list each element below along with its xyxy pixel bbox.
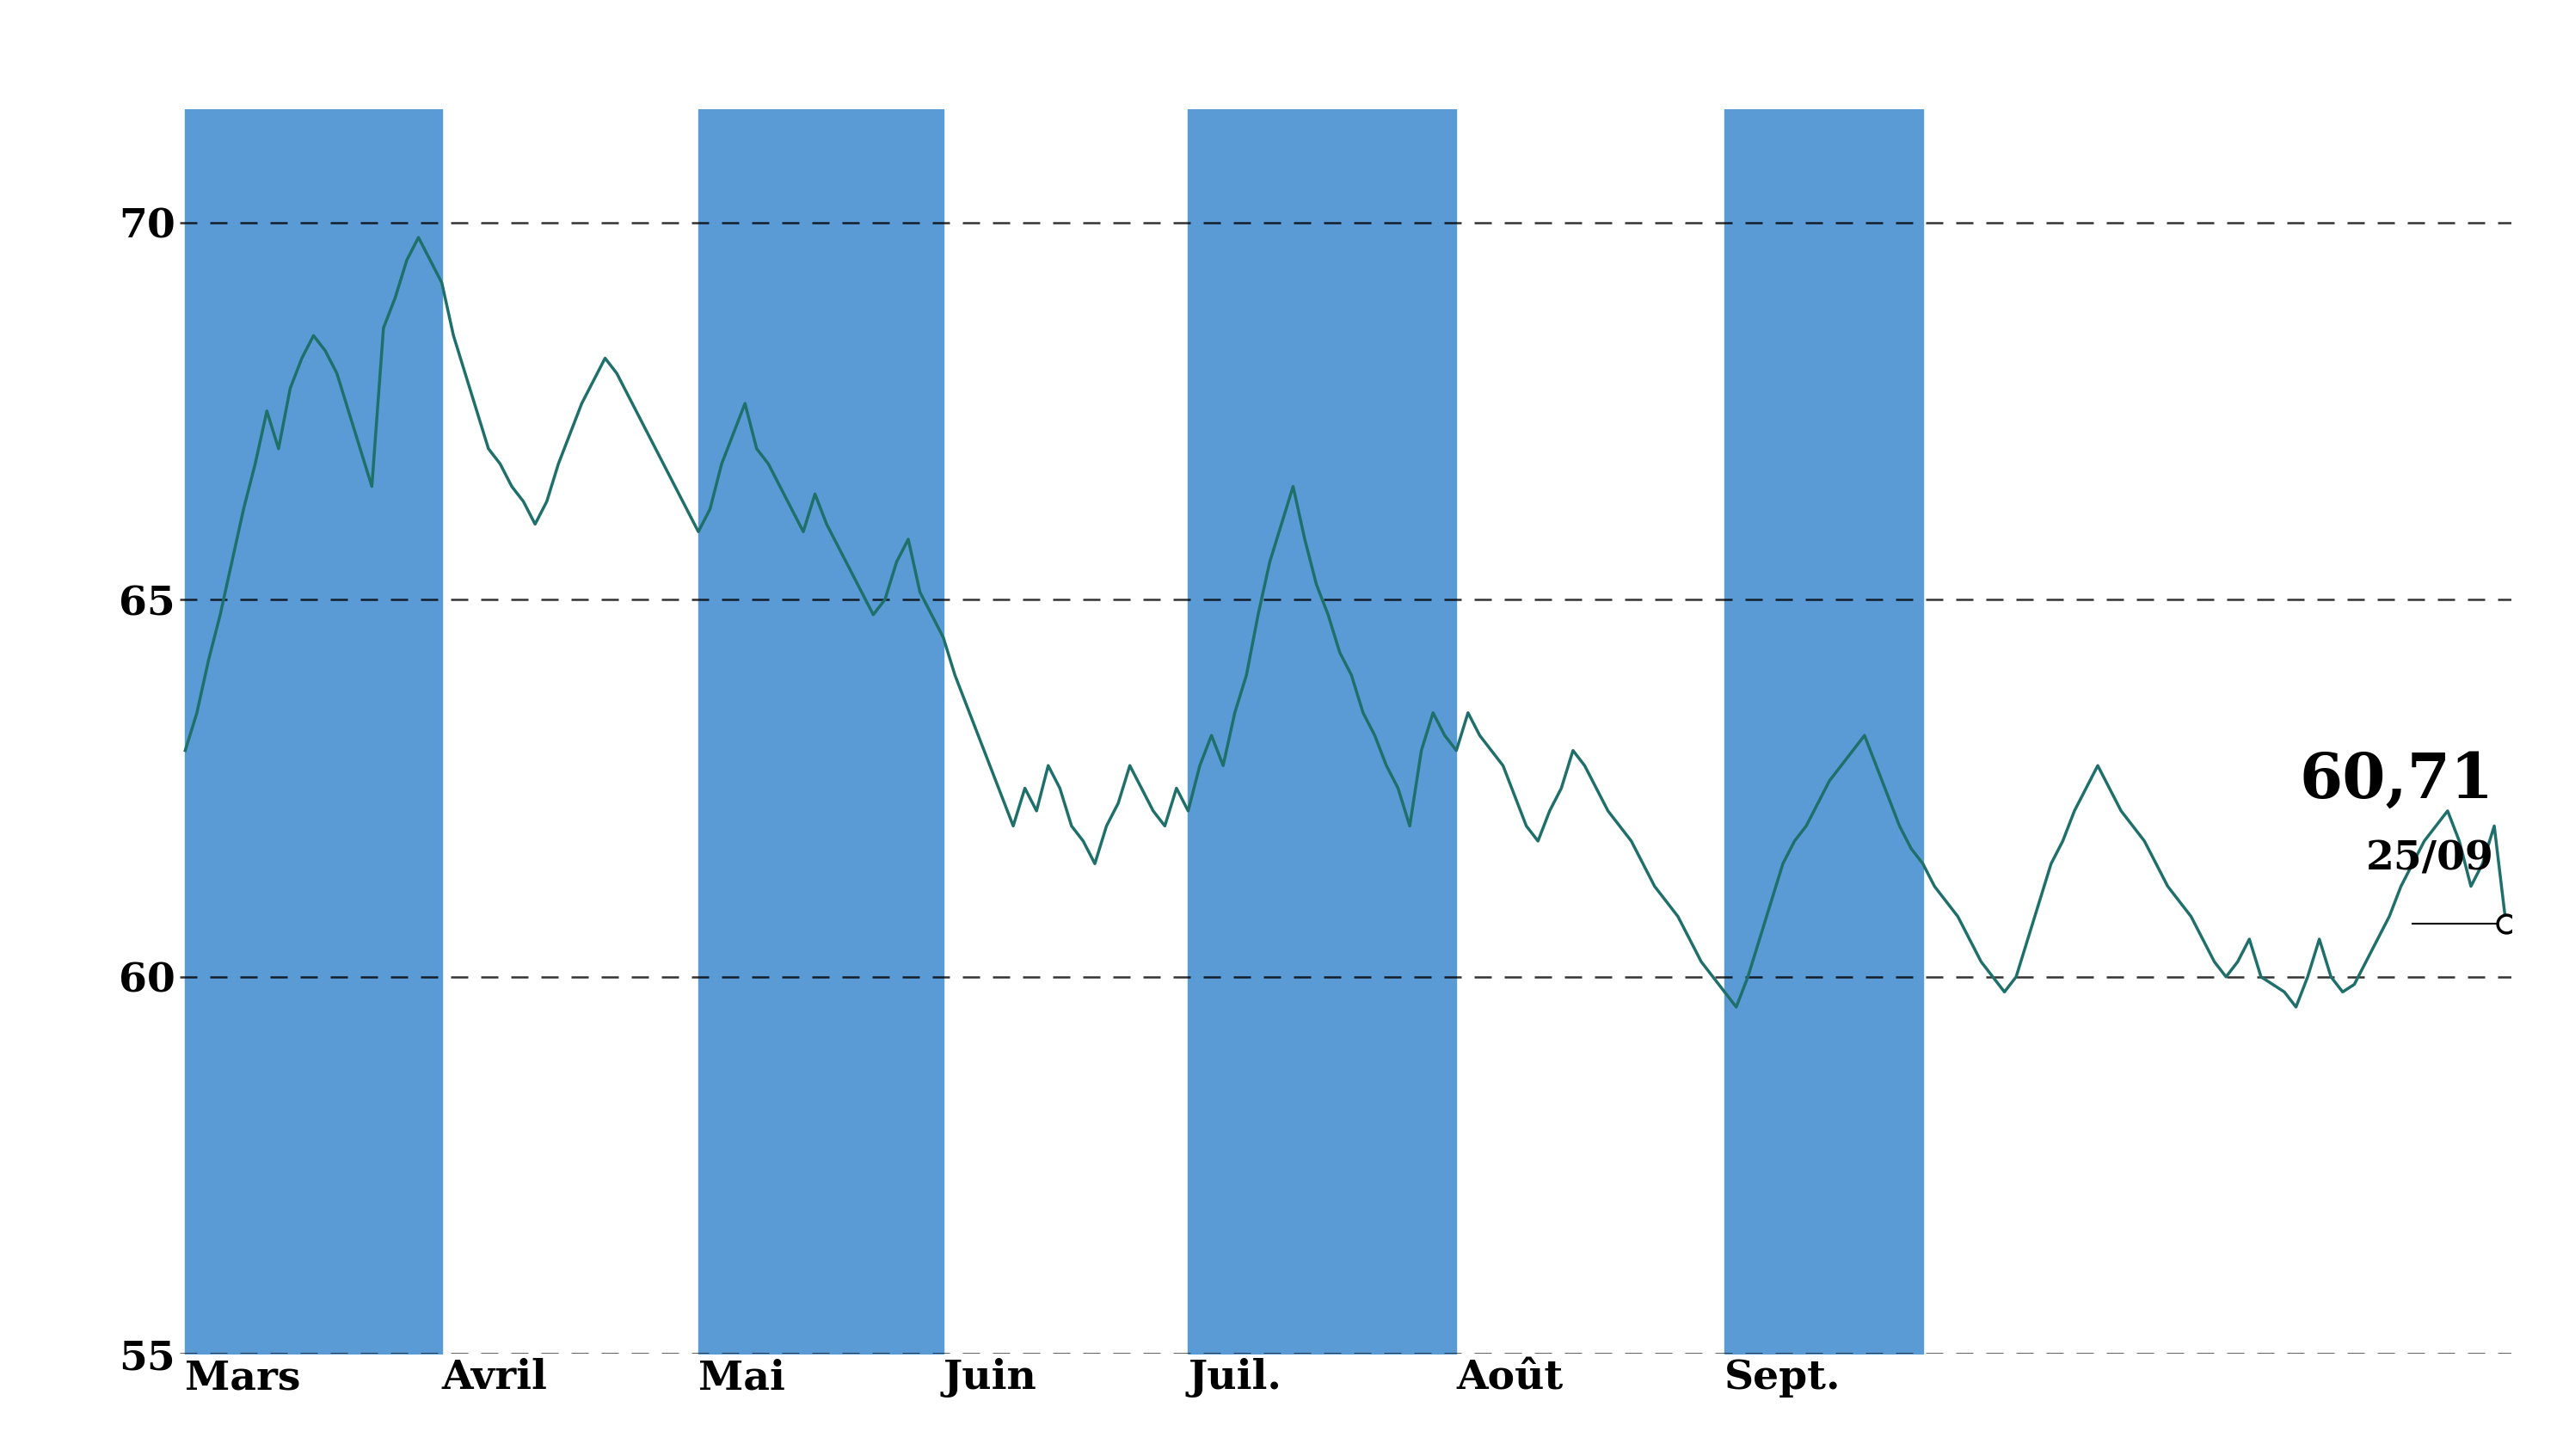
Text: 25/09: 25/09	[2366, 839, 2494, 879]
Text: TOTALENERGIES: TOTALENERGIES	[889, 31, 1674, 115]
Text: 60,71: 60,71	[2299, 750, 2494, 811]
